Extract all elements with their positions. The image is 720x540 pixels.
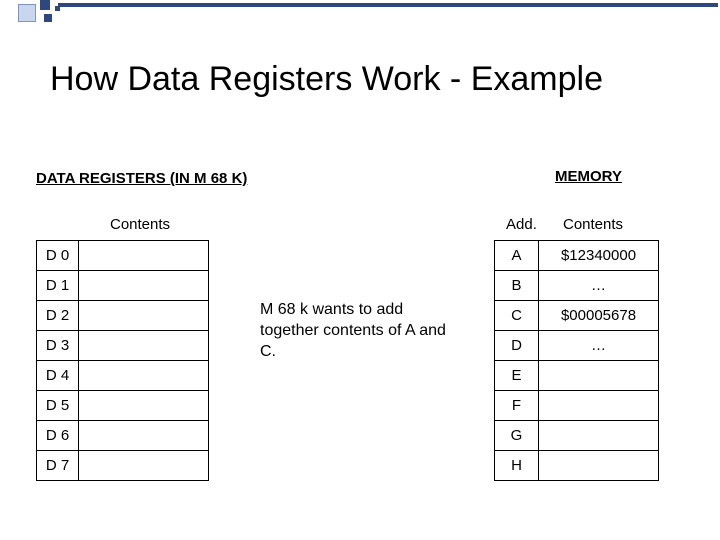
memory-value — [539, 451, 659, 481]
table-row: D 0 — [37, 241, 209, 271]
table-row: D 2 — [37, 301, 209, 331]
register-value — [79, 451, 209, 481]
memory-add-header: Add. — [506, 216, 537, 233]
memory-address: F — [495, 391, 539, 421]
table-row: D 4 — [37, 361, 209, 391]
registers-contents-header: Contents — [110, 216, 170, 233]
memory-value — [539, 361, 659, 391]
table-row: G — [495, 421, 659, 451]
memory-value: $00005678 — [539, 301, 659, 331]
table-row: D… — [495, 331, 659, 361]
memory-address: H — [495, 451, 539, 481]
register-value — [79, 391, 209, 421]
register-value — [79, 271, 209, 301]
table-row: D 7 — [37, 451, 209, 481]
slide-title: How Data Registers Work - Example — [50, 60, 603, 99]
memory-contents-header: Contents — [563, 216, 623, 233]
register-value — [79, 331, 209, 361]
table-row: D 5 — [37, 391, 209, 421]
register-name: D 6 — [37, 421, 79, 451]
memory-table: A$12340000 B… C$00005678 D… E F G H — [494, 240, 659, 481]
memory-address: B — [495, 271, 539, 301]
memory-value: $12340000 — [539, 241, 659, 271]
description-text: M 68 k wants to add together contents of… — [260, 300, 460, 362]
register-name: D 2 — [37, 301, 79, 331]
register-name: D 3 — [37, 331, 79, 361]
register-name: D 4 — [37, 361, 79, 391]
memory-address: G — [495, 421, 539, 451]
memory-value: … — [539, 271, 659, 301]
register-name: D 5 — [37, 391, 79, 421]
register-name: D 7 — [37, 451, 79, 481]
slide-decoration — [0, 0, 720, 30]
table-row: D 1 — [37, 271, 209, 301]
register-name: D 0 — [37, 241, 79, 271]
table-row: E — [495, 361, 659, 391]
table-row: A$12340000 — [495, 241, 659, 271]
table-row: D 6 — [37, 421, 209, 451]
memory-address: E — [495, 361, 539, 391]
register-value — [79, 361, 209, 391]
table-row: F — [495, 391, 659, 421]
register-name: D 1 — [37, 271, 79, 301]
data-registers-heading: DATA REGISTERS (IN M 68 K) — [36, 170, 247, 187]
table-row: C$00005678 — [495, 301, 659, 331]
registers-table: D 0 D 1 D 2 D 3 D 4 D 5 D 6 D 7 — [36, 240, 209, 481]
register-value — [79, 301, 209, 331]
memory-address: C — [495, 301, 539, 331]
table-row: H — [495, 451, 659, 481]
memory-address: D — [495, 331, 539, 361]
table-row: D 3 — [37, 331, 209, 361]
memory-address: A — [495, 241, 539, 271]
memory-value — [539, 421, 659, 451]
table-row: B… — [495, 271, 659, 301]
memory-heading: MEMORY — [555, 168, 622, 185]
register-value — [79, 241, 209, 271]
memory-value: … — [539, 331, 659, 361]
register-value — [79, 421, 209, 451]
memory-value — [539, 391, 659, 421]
